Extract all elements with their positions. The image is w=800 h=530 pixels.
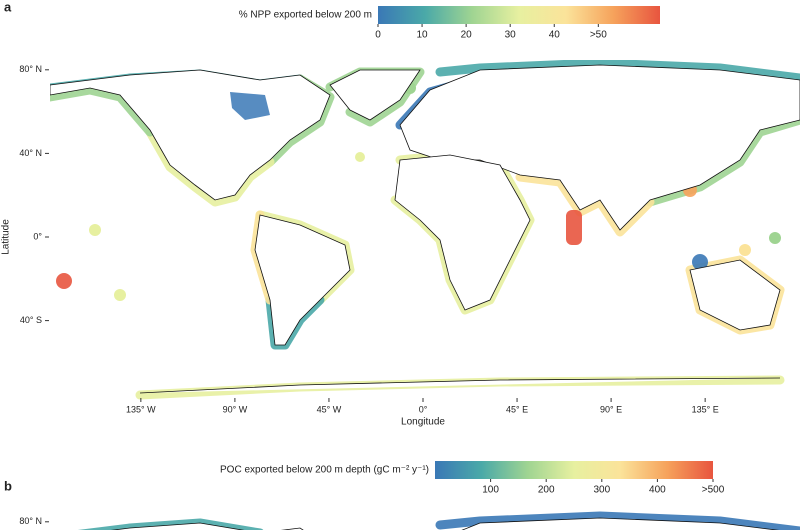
x-axis-label: Longitude xyxy=(401,417,445,428)
colorbar-tick-label: 30 xyxy=(505,30,517,41)
colorbar-tick-label: 10 xyxy=(417,30,429,41)
colorbar-tick-label: >500 xyxy=(702,485,725,496)
colorbar-tick-label: 20 xyxy=(461,30,473,41)
colorbar-tick-label: 0 xyxy=(375,30,381,41)
lon-tick-label: 45° W xyxy=(317,404,342,414)
colorbar-tick-label: 40 xyxy=(549,30,561,41)
colorbar-tick-label: >50 xyxy=(590,30,607,41)
lat-tick-label: 40° S xyxy=(20,315,42,325)
colorbar-tick-label: 400 xyxy=(649,485,666,496)
map-a xyxy=(50,60,800,400)
colorbar-tick-label: 200 xyxy=(538,485,555,496)
colorbar xyxy=(378,6,660,24)
lat-tick-label: 0° xyxy=(33,231,42,241)
lon-tick-label: 0° xyxy=(419,404,428,414)
lat-tick-label: 80° N xyxy=(19,516,42,526)
lon-tick-label: 135° W xyxy=(126,404,156,414)
panel-label: b xyxy=(4,478,12,493)
lon-tick-label: 135° E xyxy=(692,404,719,414)
lon-tick-label: 90° E xyxy=(600,404,622,414)
panel-label: a xyxy=(4,0,12,14)
colorbar-title: POC exported below 200 m depth (gC m⁻² y… xyxy=(220,465,429,476)
lat-tick-label: 80° N xyxy=(19,64,42,74)
colorbar xyxy=(435,461,713,479)
colorbar-tick-label: 300 xyxy=(593,485,610,496)
y-axis-label: Latitude xyxy=(1,219,12,255)
map-b xyxy=(77,511,800,530)
lon-tick-label: 45° E xyxy=(506,404,528,414)
colorbar-title: % NPP exported below 200 m xyxy=(239,10,372,21)
colorbar-tick-label: 100 xyxy=(482,485,499,496)
lat-tick-label: 40° N xyxy=(19,148,42,158)
lon-tick-label: 90° W xyxy=(223,404,248,414)
